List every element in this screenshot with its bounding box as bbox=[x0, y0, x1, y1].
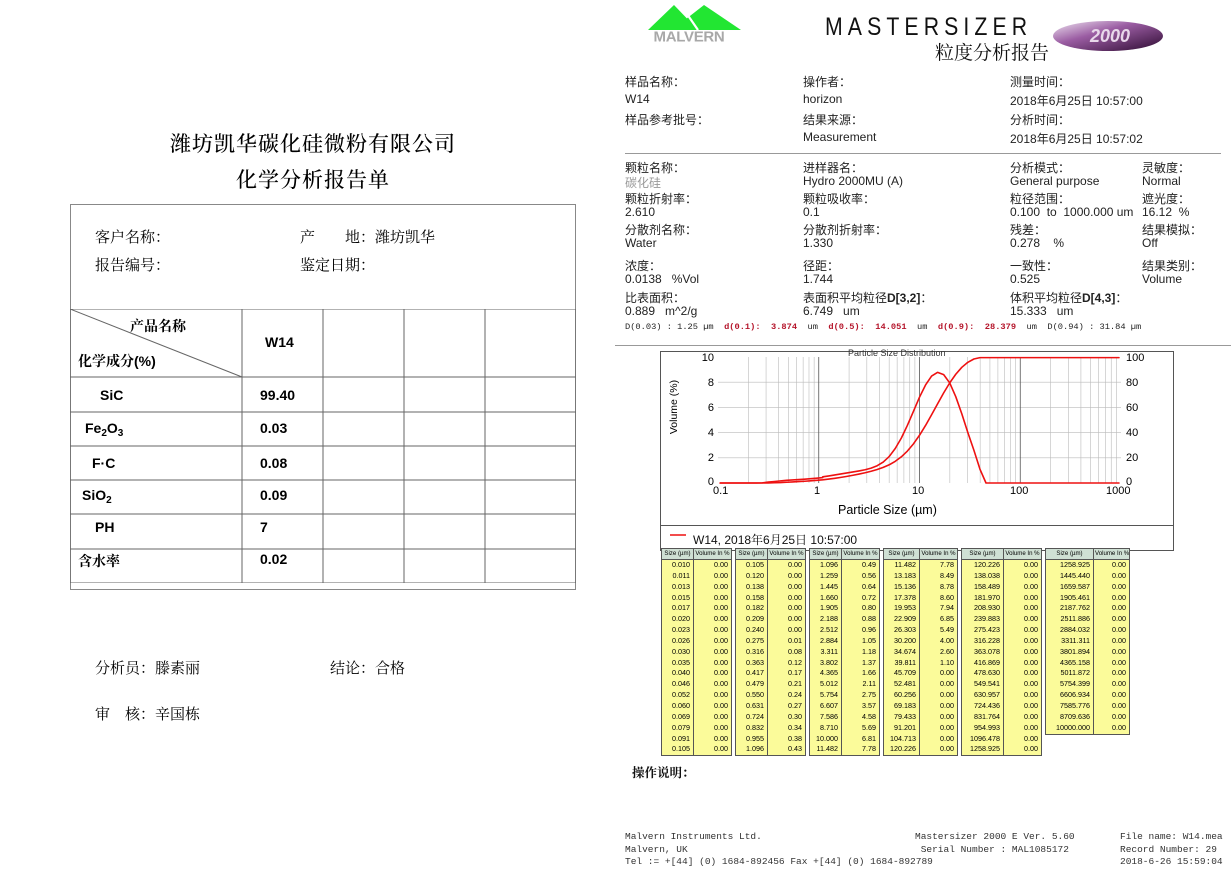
svg-text:2000: 2000 bbox=[1089, 26, 1130, 46]
svg-text:MALVERN: MALVERN bbox=[654, 29, 725, 45]
